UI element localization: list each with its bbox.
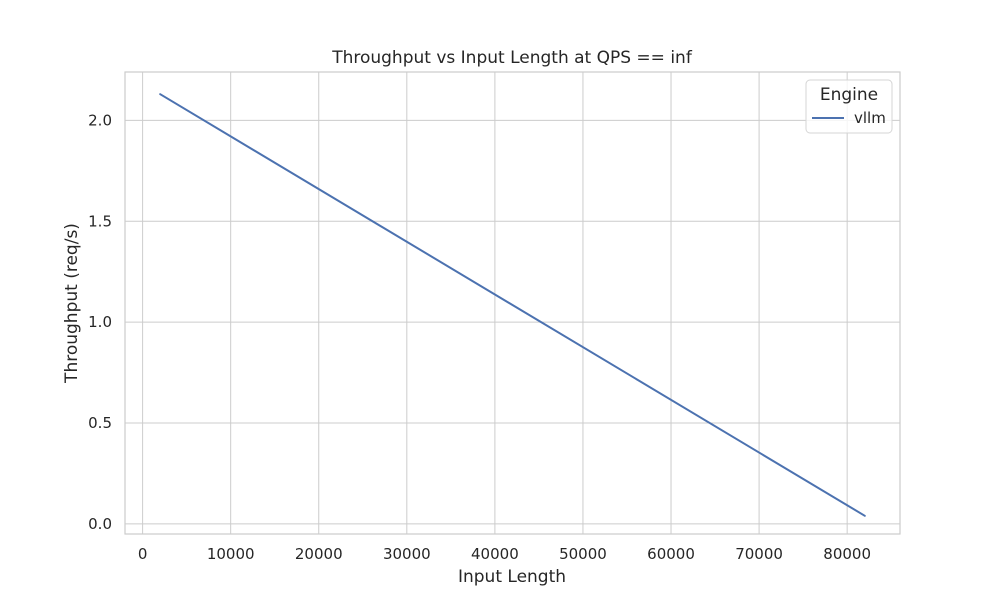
x-tick-label: 30000 (383, 545, 431, 563)
x-tick-label: 0 (138, 545, 148, 563)
y-axis-label: Throughput (req/s) (62, 223, 82, 384)
legend-title: Engine (820, 85, 878, 105)
y-tick-label: 0.5 (88, 414, 112, 432)
series-layer (159, 93, 866, 517)
legend: Engine vllm (805, 79, 893, 134)
plot-background (125, 72, 900, 534)
x-tick-labels: 0 10000 20000 30000 40000 50000 60000 70000 8000… (138, 545, 871, 563)
y-tick-label: 1.5 (88, 212, 112, 230)
y-tick-labels: 0.0 0.5 1.0 1.5 2.0 (88, 111, 112, 532)
x-tick-label: 80000 (823, 545, 871, 563)
series-line-vllm (159, 93, 866, 517)
plot-area (124, 71, 901, 535)
y-tick-label: 0.0 (88, 515, 112, 533)
legend-label: vllm (854, 109, 886, 127)
x-tick-label: 40000 (471, 545, 519, 563)
y-tick-label: 2.0 (88, 111, 112, 129)
y-tick-label: 1.0 (88, 313, 112, 331)
x-tick-label: 50000 (559, 545, 607, 563)
x-tick-label: 20000 (295, 545, 343, 563)
x-tick-label: 10000 (207, 545, 255, 563)
x-tick-label: 70000 (735, 545, 783, 563)
plot-frame (124, 71, 901, 535)
chart-title: Throughput vs Input Length at QPS == inf (331, 48, 693, 68)
legend-box (805, 79, 893, 134)
x-tick-label: 60000 (647, 545, 695, 563)
x-axis-label: Input Length (458, 567, 566, 587)
